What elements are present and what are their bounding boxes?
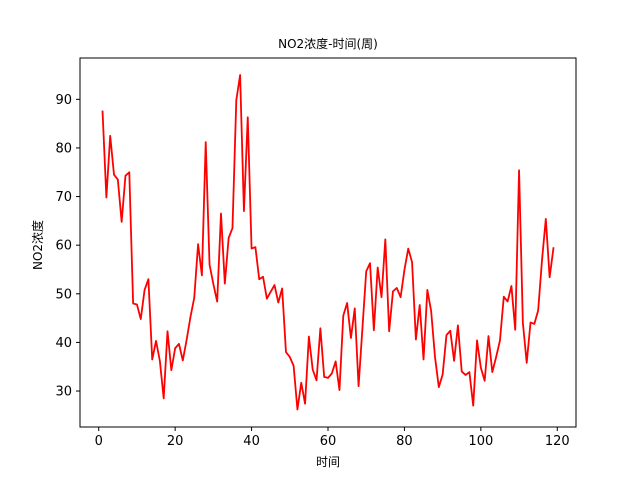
y-tick-label: 80 <box>55 141 72 156</box>
chart-title: NO2浓度-时间(周) <box>278 36 378 51</box>
y-axis-label: NO2浓度 <box>30 220 45 270</box>
x-tick-label: 120 <box>545 434 570 449</box>
series-line-0 <box>101 74 555 411</box>
y-tick-label: 90 <box>55 93 72 108</box>
x-tick-label: 40 <box>243 434 260 449</box>
x-tick-label: 80 <box>396 434 413 449</box>
y-tick-label: 60 <box>55 239 72 254</box>
plot-frame <box>79 57 577 428</box>
x-tick-label: 60 <box>320 434 337 449</box>
x-tick-label: 0 <box>95 434 103 449</box>
y-tick-label: 30 <box>55 385 72 400</box>
y-tick-label: 50 <box>55 287 72 302</box>
y-tick-label: 70 <box>55 190 72 205</box>
x-tick-label: 100 <box>468 434 493 449</box>
y-tick-label: 40 <box>55 336 72 351</box>
x-tick-label: 20 <box>167 434 184 449</box>
x-axis-label: 时间 <box>316 455 340 469</box>
